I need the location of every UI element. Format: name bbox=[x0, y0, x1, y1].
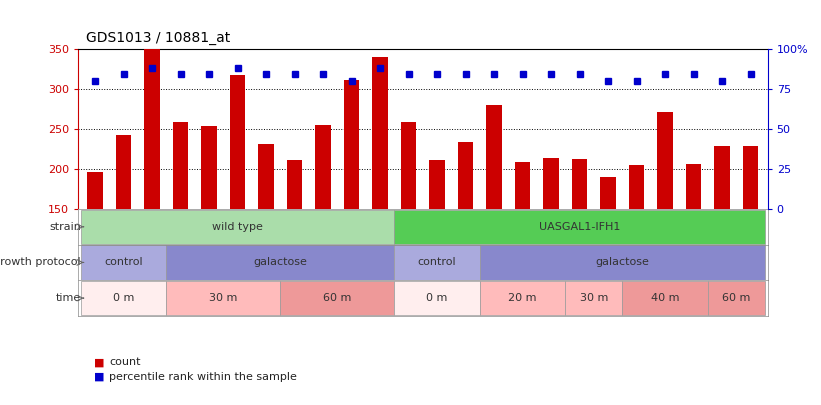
Bar bbox=[394, 210, 765, 244]
Bar bbox=[116, 135, 131, 209]
Bar bbox=[280, 281, 394, 315]
Bar bbox=[479, 245, 765, 279]
Bar bbox=[429, 160, 445, 209]
Bar bbox=[571, 159, 587, 209]
Text: wild type: wild type bbox=[212, 222, 263, 232]
Bar bbox=[708, 281, 765, 315]
Bar bbox=[230, 75, 245, 209]
Bar bbox=[544, 158, 559, 209]
Bar bbox=[743, 146, 759, 209]
Bar bbox=[80, 210, 394, 244]
Bar bbox=[479, 281, 566, 315]
Text: UASGAL1-IFH1: UASGAL1-IFH1 bbox=[539, 222, 620, 232]
Bar bbox=[80, 245, 167, 279]
Text: ■: ■ bbox=[94, 372, 105, 382]
Bar bbox=[622, 281, 708, 315]
Bar bbox=[686, 164, 701, 209]
Bar bbox=[315, 125, 331, 209]
Text: galactose: galactose bbox=[254, 258, 307, 267]
Bar bbox=[600, 177, 616, 209]
Bar bbox=[172, 122, 189, 209]
Text: GDS1013 / 10881_at: GDS1013 / 10881_at bbox=[86, 30, 231, 45]
Bar bbox=[80, 281, 167, 315]
Text: 30 m: 30 m bbox=[580, 293, 608, 303]
Bar bbox=[486, 105, 502, 209]
Bar bbox=[201, 126, 217, 209]
Bar bbox=[144, 49, 160, 209]
Text: ■: ■ bbox=[94, 358, 105, 367]
Bar bbox=[344, 80, 360, 209]
Bar bbox=[657, 112, 673, 209]
Bar bbox=[394, 281, 479, 315]
Bar bbox=[566, 281, 622, 315]
Text: time: time bbox=[56, 293, 80, 303]
Bar bbox=[458, 142, 474, 209]
Text: 60 m: 60 m bbox=[323, 293, 351, 303]
Text: strain: strain bbox=[49, 222, 80, 232]
Text: count: count bbox=[109, 358, 140, 367]
Bar bbox=[714, 147, 730, 209]
Bar bbox=[167, 245, 394, 279]
Text: control: control bbox=[104, 258, 143, 267]
Bar bbox=[167, 281, 280, 315]
Bar bbox=[629, 165, 644, 209]
Bar bbox=[259, 144, 274, 209]
Text: growth protocol: growth protocol bbox=[0, 258, 80, 267]
Bar bbox=[287, 160, 302, 209]
Text: control: control bbox=[418, 258, 456, 267]
Text: 60 m: 60 m bbox=[722, 293, 750, 303]
Bar bbox=[515, 162, 530, 209]
Text: 0 m: 0 m bbox=[426, 293, 447, 303]
Bar bbox=[401, 122, 416, 209]
Text: 40 m: 40 m bbox=[651, 293, 679, 303]
Bar bbox=[372, 57, 388, 209]
Bar bbox=[394, 245, 479, 279]
Text: percentile rank within the sample: percentile rank within the sample bbox=[109, 372, 297, 382]
Bar bbox=[87, 172, 103, 209]
Text: galactose: galactose bbox=[595, 258, 649, 267]
Text: 0 m: 0 m bbox=[113, 293, 135, 303]
Text: 30 m: 30 m bbox=[209, 293, 237, 303]
Text: 20 m: 20 m bbox=[508, 293, 537, 303]
